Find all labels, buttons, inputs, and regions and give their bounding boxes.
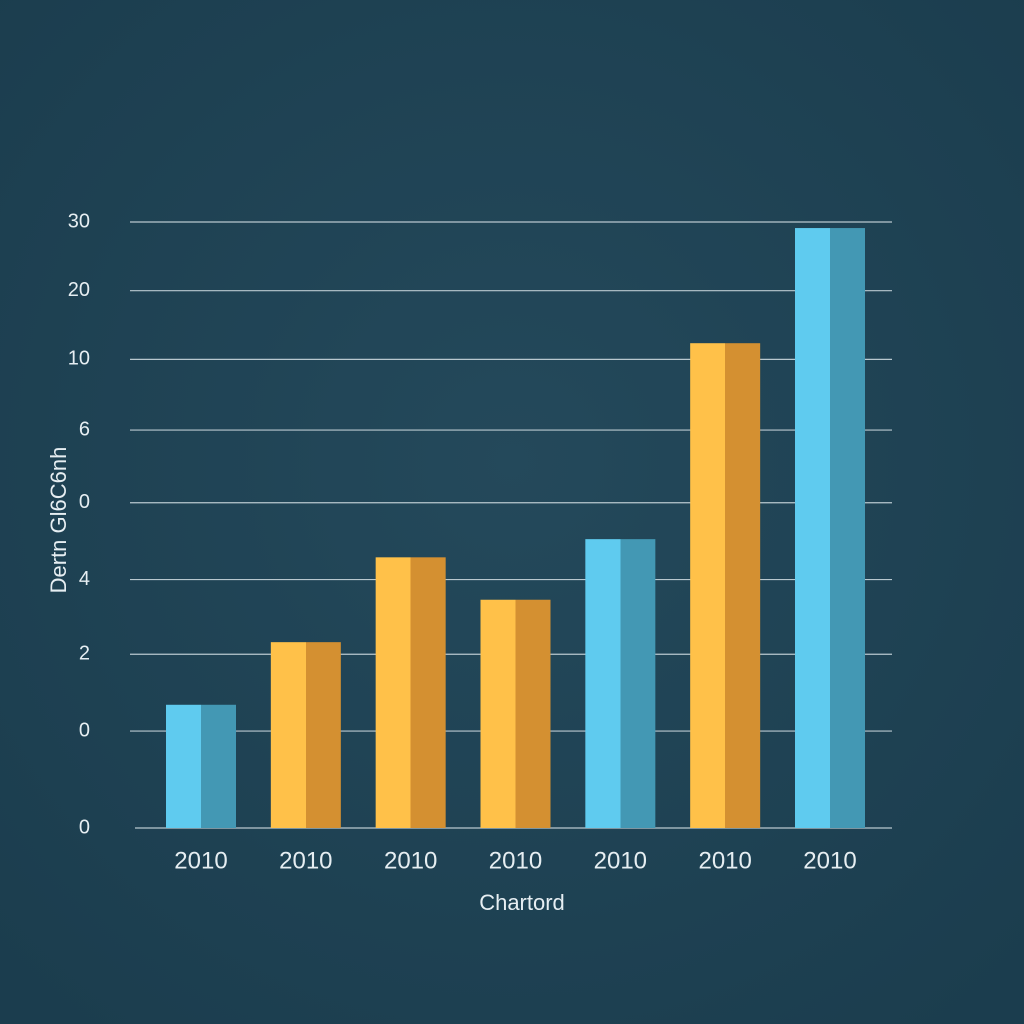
y-tick-label: 6 (79, 418, 90, 440)
bar (585, 539, 656, 828)
bar (480, 599, 551, 828)
x-tick-label: 2010 (384, 847, 437, 874)
y-tick-label: 30 (68, 210, 90, 232)
y-tick-label: 0 (79, 491, 90, 513)
y-tick-label: 4 (79, 568, 90, 590)
y-axis-label: Dertn Gl6C6nh (46, 447, 71, 594)
y-tick-label: 2 (79, 643, 90, 665)
y-tick-label: 20 (68, 279, 90, 301)
bar (690, 343, 761, 828)
bar (795, 228, 865, 828)
y-tick-label: 10 (68, 348, 90, 370)
x-tick-label: 2010 (489, 847, 542, 874)
bar (375, 557, 446, 828)
x-tick-label: 2010 (698, 847, 751, 874)
x-tick-label: 2010 (803, 847, 856, 874)
bar (270, 642, 341, 828)
y-tick-label: 0 (79, 816, 90, 838)
x-tick-label: 2010 (279, 847, 332, 874)
x-axis-label: Chartord (479, 890, 565, 915)
bar (166, 704, 236, 828)
x-tick-label: 2010 (174, 847, 227, 874)
y-tick-label: 0 (79, 719, 90, 741)
x-tick-label: 2010 (594, 847, 647, 874)
